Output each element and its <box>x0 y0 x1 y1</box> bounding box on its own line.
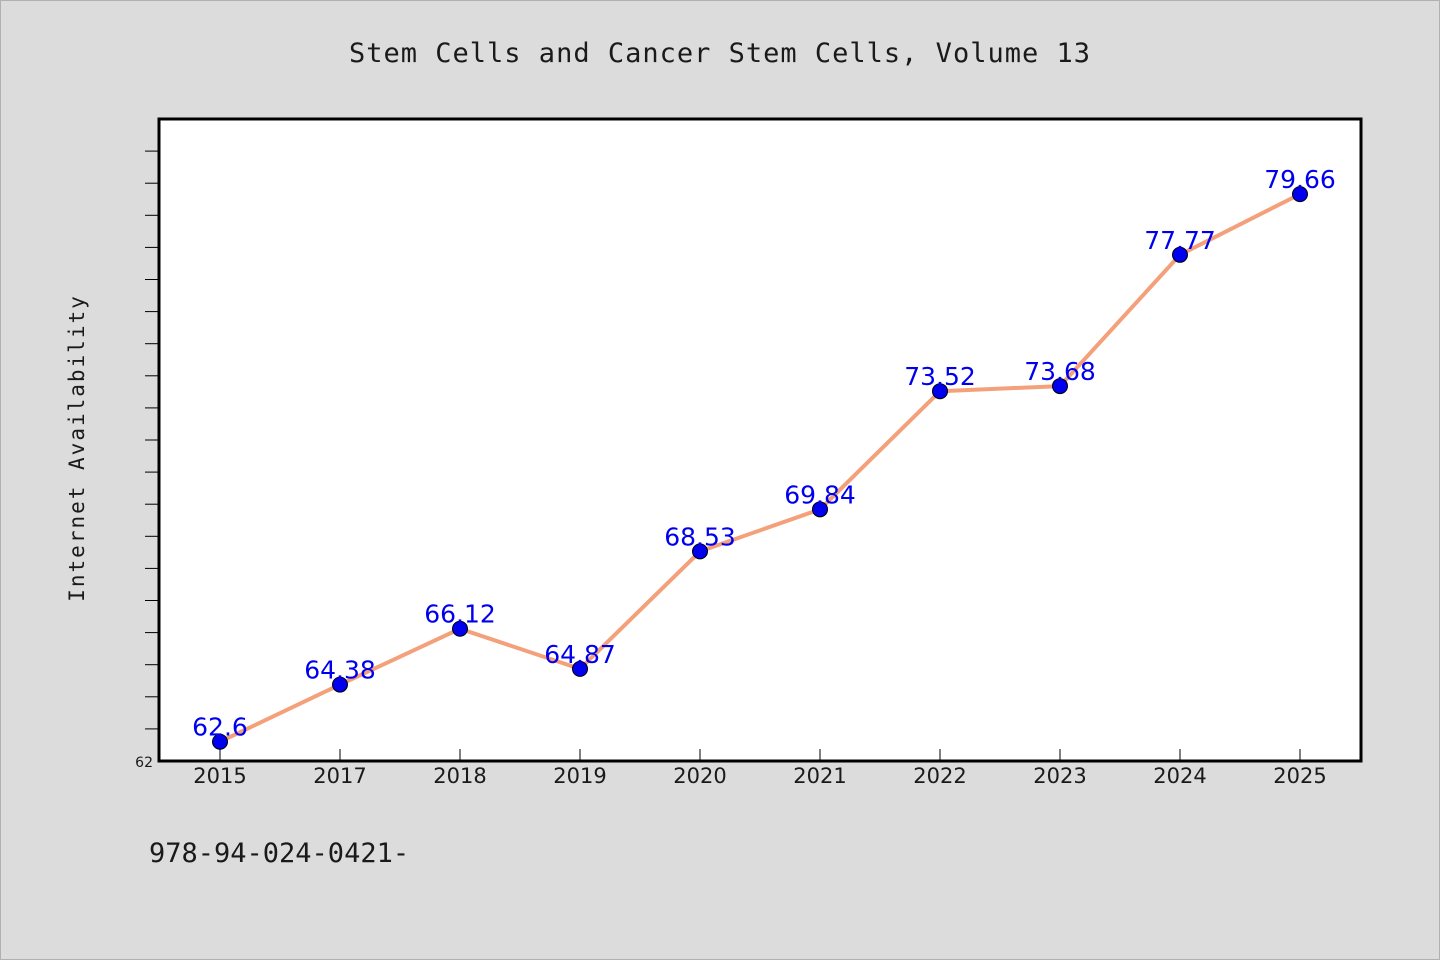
data-label: 62.6 <box>192 713 248 742</box>
x-axis-ticks: 2015 2017 2018 2019 2020 2021 2022 2023 2024 2025 <box>193 749 1327 788</box>
x-tick-label: 2019 <box>553 764 606 788</box>
data-label: 64.87 <box>544 640 616 669</box>
data-label: 77.77 <box>1144 226 1216 255</box>
data-point <box>1292 186 1308 203</box>
y-axis-label: Internet Availability <box>65 294 89 602</box>
y-axis-ticks: 62 <box>135 150 159 771</box>
series-layer: 62.6 64.38 66.12 64.87 68.53 69.84 73.52 73.68 7… <box>192 165 1336 750</box>
plot-area <box>157 117 1363 763</box>
data-label: 69.84 <box>784 480 856 509</box>
x-tick-label: 2024 <box>1153 764 1206 788</box>
data-point <box>692 543 708 560</box>
y-tick-label: 62 <box>135 755 153 771</box>
data-point <box>1052 378 1068 395</box>
data-label: 64.38 <box>304 656 376 685</box>
x-tick-label: 2022 <box>913 764 966 788</box>
data-point <box>572 660 588 677</box>
data-point <box>1172 246 1188 263</box>
chart-title: Stem Cells and Cancer Stem Cells, Volume… <box>349 38 1091 69</box>
x-tick-label: 2015 <box>193 764 246 788</box>
x-tick-label: 2020 <box>673 764 726 788</box>
data-point <box>812 501 828 518</box>
x-tick-label: 2023 <box>1033 764 1086 788</box>
data-point <box>452 620 468 637</box>
data-label: 68.53 <box>664 522 736 551</box>
x-tick-label: 2025 <box>1273 764 1326 788</box>
data-label: 79.66 <box>1264 165 1336 194</box>
data-label: 66.12 <box>424 600 496 629</box>
series-line <box>218 192 1302 744</box>
data-label: 73.68 <box>1024 357 1096 386</box>
x-tick-label: 2018 <box>433 764 486 788</box>
data-point <box>332 676 348 693</box>
data-label: 73.52 <box>904 362 976 391</box>
x-tick-label: 2017 <box>313 764 366 788</box>
isbn-footer: 978-94-024-0421- <box>149 838 409 869</box>
x-tick-label: 2021 <box>793 764 846 788</box>
data-point <box>212 733 228 750</box>
data-point <box>932 383 948 400</box>
